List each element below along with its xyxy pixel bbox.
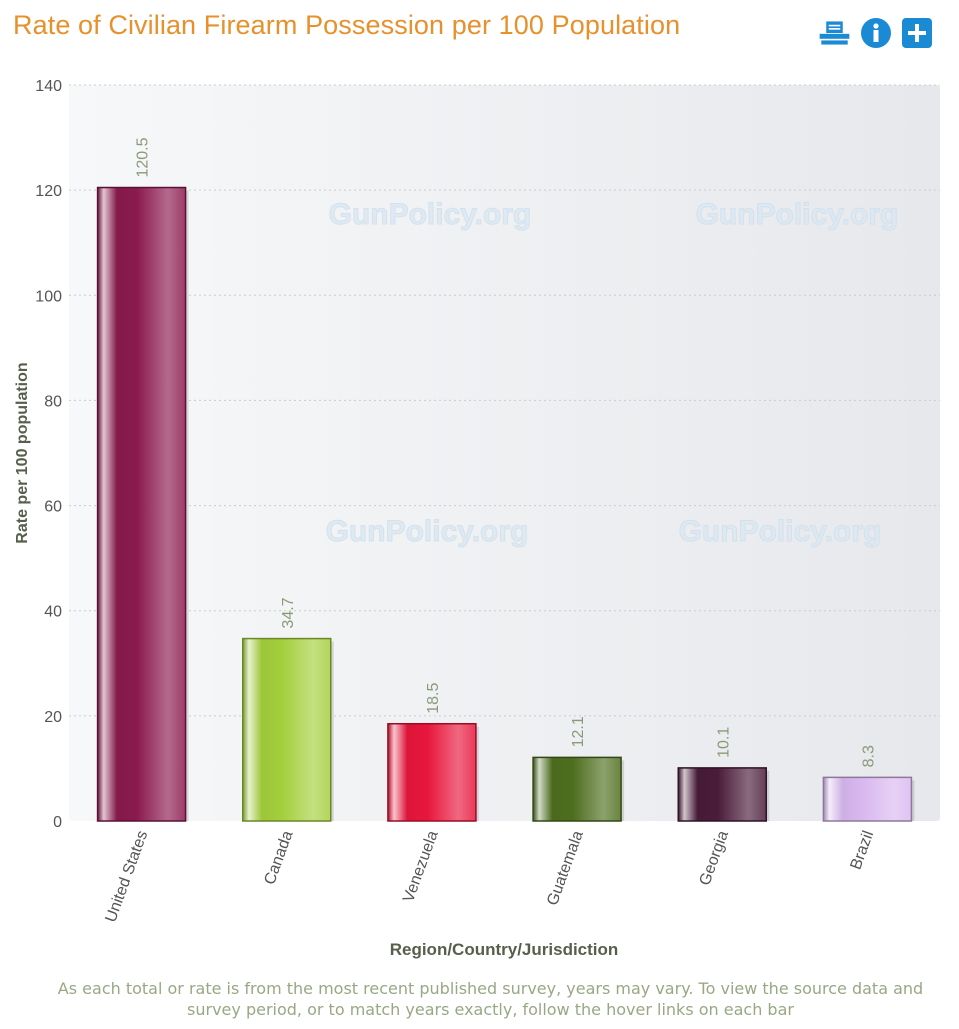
y-tick-label: 0 xyxy=(53,814,62,831)
bar-georgia[interactable] xyxy=(677,767,767,822)
y-axis-title: Rate per 100 population xyxy=(14,362,31,543)
data-label: 10.1 xyxy=(715,727,732,758)
bar-chart: GunPolicy.org GunPolicy.org GunPolicy.org G… xyxy=(14,78,940,959)
bar-guatemala[interactable] xyxy=(532,756,622,822)
y-tick-label: 80 xyxy=(44,393,62,410)
x-tick-label: United States xyxy=(103,829,152,925)
data-label: 8.3 xyxy=(860,745,877,767)
y-tick-label: 100 xyxy=(35,288,62,305)
y-tick-label: 60 xyxy=(44,499,62,516)
bar-venezuela[interactable] xyxy=(387,722,477,822)
x-tick-label: Guatemala xyxy=(544,828,587,907)
info-button[interactable] xyxy=(859,16,892,49)
x-tick-label: Canada xyxy=(261,828,296,887)
chart-title: Rate of Civilian Firearm Possession per … xyxy=(13,10,681,40)
print-icon xyxy=(819,20,850,45)
bar-brazil[interactable] xyxy=(822,776,913,822)
y-tick-label: 20 xyxy=(44,709,62,726)
expand-button[interactable] xyxy=(900,16,933,49)
add-icon xyxy=(901,17,932,48)
y-tick-label: 140 xyxy=(35,78,62,95)
x-tick-label: Venezuela xyxy=(400,828,442,904)
data-label: 120.5 xyxy=(135,137,152,177)
data-label: 18.5 xyxy=(425,683,442,714)
x-axis-title: Region/Country/Jurisdiction xyxy=(390,940,619,959)
x-tick-label: Brazil xyxy=(848,829,878,872)
info-icon xyxy=(860,17,891,48)
chart-toolbar xyxy=(818,16,933,49)
y-tick-label: 40 xyxy=(44,604,62,621)
watermark: GunPolicy.org xyxy=(326,515,529,548)
bar-united-states[interactable] xyxy=(96,186,187,822)
print-button[interactable] xyxy=(818,16,851,49)
chart-area: GunPolicy.org GunPolicy.org GunPolicy.org G… xyxy=(0,70,959,970)
watermark: GunPolicy.org xyxy=(696,198,899,231)
bar-canada[interactable] xyxy=(242,637,332,822)
x-tick-label: Georgia xyxy=(697,828,732,887)
plot-background xyxy=(69,85,940,821)
footnote: As each total or rate is from the most r… xyxy=(57,979,924,1019)
watermark: GunPolicy.org xyxy=(329,198,532,231)
data-label: 34.7 xyxy=(280,597,297,628)
y-tick-label: 120 xyxy=(35,183,62,200)
watermark: GunPolicy.org xyxy=(679,515,882,548)
data-label: 12.1 xyxy=(570,716,587,747)
